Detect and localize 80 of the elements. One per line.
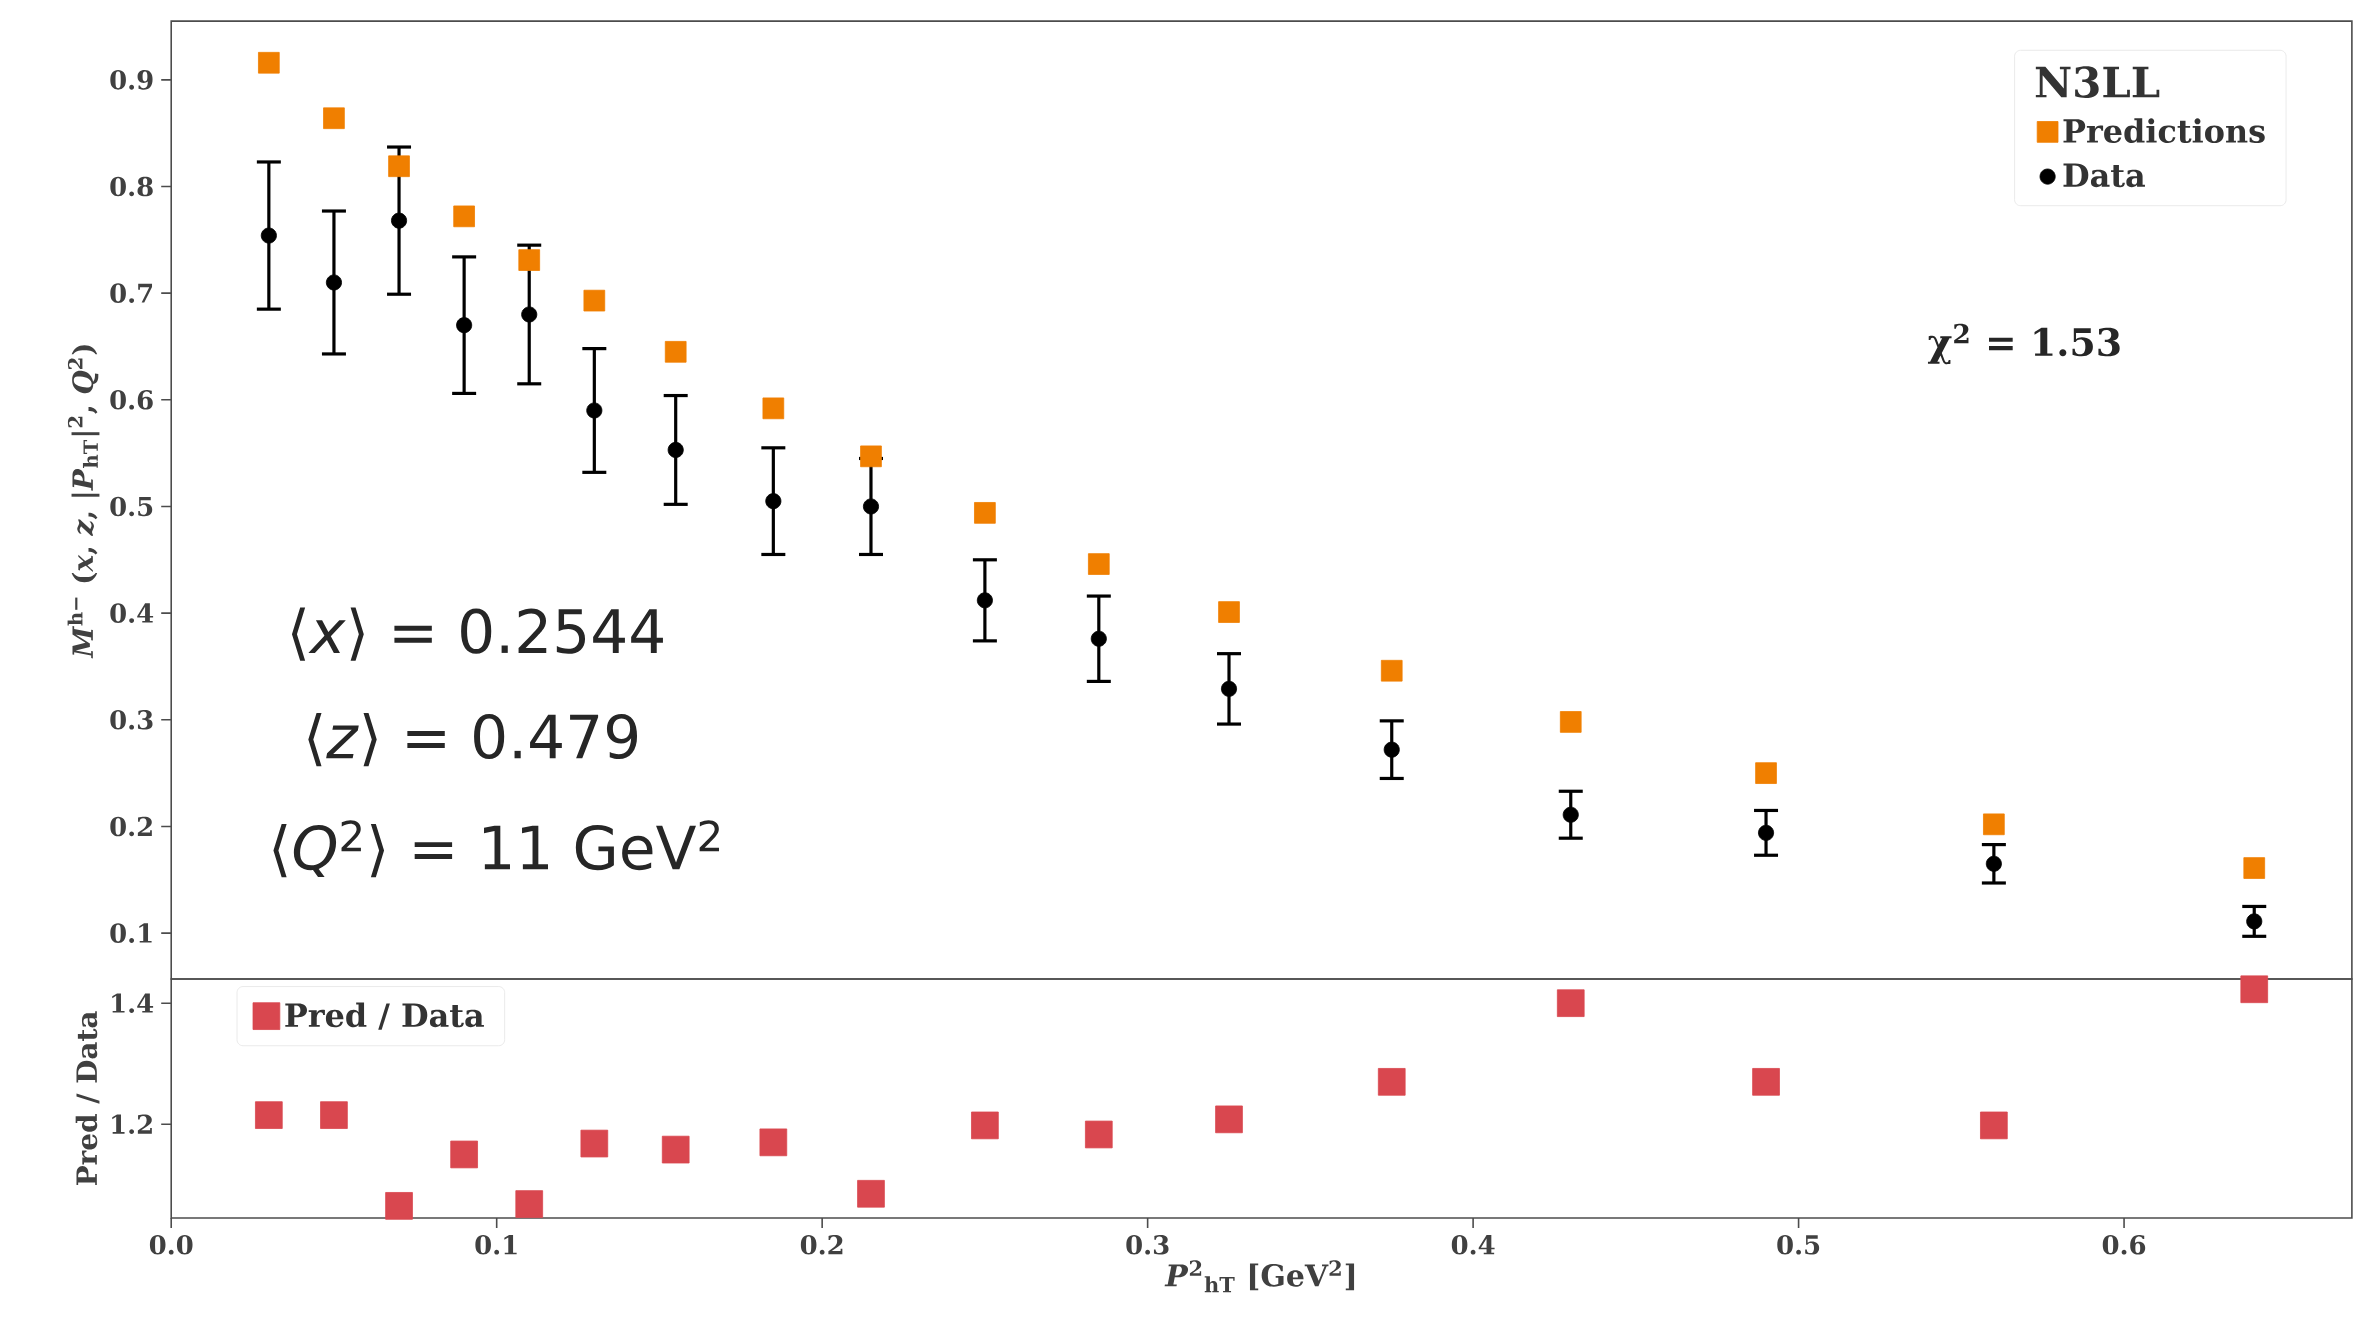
point (320, 1101, 348, 1129)
point (1383, 741, 1400, 758)
point (974, 502, 996, 524)
y-tick-label: 0.1 (110, 923, 152, 943)
x-tick-label: 0.6 (2102, 1235, 2146, 1255)
point (664, 341, 687, 363)
point (857, 1179, 885, 1208)
point (1752, 1068, 1780, 1096)
legend-label: Data (2063, 163, 2145, 188)
point (1377, 1068, 1406, 1096)
point (667, 441, 684, 458)
y-tick-label: 0.9 (110, 70, 153, 90)
point (1218, 601, 1240, 623)
annotation: ⟨x⟩ = 0.2544 (291, 607, 663, 661)
point (1983, 813, 2005, 836)
x-tick-label: 0.2 (800, 1235, 843, 1255)
x-tick-label: 0.0 (149, 1235, 193, 1255)
y-tick-label: 0.7 (110, 283, 153, 303)
point (762, 397, 785, 420)
y-tick-label: 0.3 (110, 710, 153, 730)
point (515, 1190, 544, 1218)
annotation: χ$^{2}$ = 1.53 (1927, 323, 2120, 365)
point (1755, 762, 1777, 784)
point (1556, 989, 1585, 1017)
legend-label: Pred / Data (285, 1002, 484, 1030)
point (1380, 659, 1403, 682)
legend-title: N3LL (2035, 66, 2160, 98)
point (325, 274, 342, 291)
point (258, 51, 280, 74)
point (385, 1192, 413, 1220)
point (765, 493, 782, 510)
point (580, 1129, 609, 1158)
point (2240, 975, 2269, 1004)
point (391, 212, 408, 229)
point (2243, 857, 2266, 879)
point (971, 1111, 999, 1140)
y-tick-label: 0.2 (110, 816, 152, 837)
point (388, 155, 410, 178)
point (521, 306, 538, 323)
y-tick-label: 0.5 (110, 496, 153, 517)
x-tick-label: 0.4 (1451, 1235, 1495, 1255)
y-tick-label: 0.8 (110, 176, 153, 197)
point (1980, 1111, 2008, 1140)
y-tick-label: 0.6 (110, 390, 153, 410)
x-tick-label: 0.5 (1777, 1235, 1820, 1255)
x-axis-title: P$^{2}$$_{hT}$ [GeV$^{2}$] (1164, 1260, 1355, 1293)
point (260, 227, 277, 244)
point (1562, 806, 1579, 823)
text: M$^{h−}$ (x, z, |P$_{hT}$|$^{2}$, Q$^{2}$) (67, 345, 100, 659)
x-tick-label: 0.1 (475, 1235, 517, 1255)
legend-label: Predictions (2063, 118, 2265, 143)
point (759, 1128, 788, 1157)
point (453, 205, 475, 228)
point (661, 1135, 690, 1164)
annotation: ⟨z⟩ = 0.479 (308, 712, 638, 767)
annotation: ⟨Q$^{2}$⟩ = 11 GeV$^{2}$ (273, 820, 719, 878)
point (450, 1140, 478, 1169)
point (518, 249, 541, 271)
point (2246, 913, 2263, 930)
point (456, 317, 473, 334)
point (323, 107, 345, 130)
point (586, 402, 603, 419)
point (1559, 711, 1582, 733)
y-axis-title: Pred / Data (75, 1011, 100, 1186)
y-tick-label: 1.2 (112, 1114, 152, 1134)
point (976, 592, 993, 609)
x-tick-label: 0.3 (1126, 1235, 1169, 1255)
y-tick-label: 1.4 (112, 993, 154, 1013)
y-tick-label: 0.4 (110, 603, 154, 623)
point (1758, 824, 1775, 841)
point (1215, 1105, 1243, 1134)
point (583, 289, 606, 312)
point (1090, 630, 1107, 647)
point (1088, 553, 1110, 575)
point (862, 498, 879, 515)
point (860, 445, 882, 468)
point (1085, 1120, 1113, 1149)
point (1221, 680, 1237, 697)
point (1985, 855, 2002, 872)
point (255, 1101, 283, 1129)
